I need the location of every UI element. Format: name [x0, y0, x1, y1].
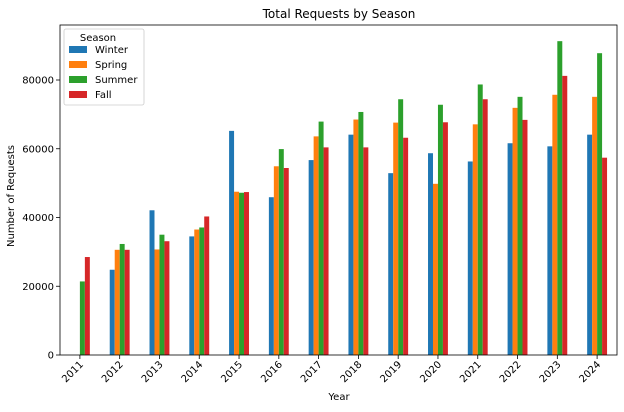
bar-summer-2017	[318, 121, 324, 355]
plot-area: 0 20000 40000 60000 80000 2011 2012 2013 2014 201…	[22, 24, 618, 385]
bar-winter-2017	[308, 160, 314, 355]
x-tick-label: 2022	[498, 359, 524, 385]
bar-spring-2020	[432, 183, 438, 355]
chart-title: Total Requests by Season	[262, 7, 416, 21]
series-spring	[114, 94, 598, 356]
y-tick-label: 80000	[22, 76, 54, 87]
bar-summer-2021	[477, 84, 483, 355]
legend-title: Season	[80, 33, 116, 44]
x-tick-label: 2011	[60, 359, 86, 385]
bar-summer-2011	[79, 281, 85, 355]
bar-winter-2015	[229, 130, 235, 356]
bar-spring-2016	[273, 166, 279, 355]
bar-spring-2015	[234, 191, 240, 355]
series-summer	[79, 41, 603, 355]
bar-fall-2019	[403, 137, 409, 355]
y-tick-label: 60000	[22, 144, 54, 155]
x-tick-label: 2024	[577, 359, 603, 385]
bar-spring-2022	[512, 107, 518, 355]
bar-winter-2018	[348, 134, 354, 355]
bar-summer-2016	[278, 149, 284, 355]
bar-spring-2021	[472, 124, 478, 355]
bar-fall-2012	[124, 249, 130, 355]
bar-fall-2016	[283, 168, 289, 355]
x-tick-label: 2017	[299, 359, 325, 385]
x-tick-label: 2014	[180, 359, 206, 385]
bar-spring-2024	[592, 96, 598, 355]
bar-summer-2019	[398, 99, 404, 355]
bar-winter-2024	[587, 134, 593, 355]
bar-winter-2014	[189, 236, 195, 355]
x-tick-label: 2018	[339, 359, 365, 385]
bar-spring-2019	[393, 122, 399, 356]
bar-winter-2023	[547, 146, 553, 355]
bar-fall-2011	[84, 257, 90, 355]
bar-summer-2014	[199, 227, 205, 355]
x-tick-label: 2020	[418, 359, 444, 385]
bar-summer-2024	[597, 53, 603, 355]
x-tick-label: 2019	[379, 359, 405, 385]
series-fall	[84, 75, 608, 356]
x-tick-label: 2016	[259, 359, 285, 385]
x-tick-label: 2021	[458, 359, 484, 385]
bar-fall-2014	[204, 216, 210, 355]
legend-swatch-fall	[69, 91, 87, 98]
bar-summer-2018	[358, 111, 364, 355]
legend-swatch-spring	[69, 61, 87, 68]
legend-label-summer: Summer	[95, 75, 138, 86]
bar-fall-2015	[244, 192, 249, 355]
bar-winter-2020	[428, 153, 433, 355]
bar-winter-2013	[149, 210, 155, 355]
x-tick-label: 2023	[538, 359, 564, 385]
legend-swatch-winter	[69, 46, 87, 53]
bar-summer-2013	[159, 234, 165, 355]
bar-winter-2012	[109, 269, 115, 355]
legend-label-fall: Fall	[95, 90, 112, 101]
bar-fall-2024	[602, 157, 608, 355]
bar-spring-2012	[114, 249, 120, 355]
bar-winter-2016	[268, 197, 274, 355]
bar-spring-2017	[313, 136, 319, 356]
x-tick-label: 2015	[219, 359, 245, 385]
bar-winter-2022	[507, 143, 513, 355]
bar-spring-2013	[154, 249, 160, 355]
plot-frame	[59, 24, 618, 356]
bar-summer-2015	[239, 192, 245, 355]
bar-summer-2012	[119, 243, 125, 355]
series-winter	[109, 130, 593, 356]
bar-summer-2023	[557, 41, 563, 355]
legend-label-winter: Winter	[95, 45, 129, 56]
bar-spring-2014	[194, 229, 200, 355]
y-tick-label: 40000	[22, 213, 54, 224]
x-tick-label: 2013	[140, 359, 166, 385]
y-tick-label: 0	[48, 351, 54, 362]
bar-fall-2021	[482, 99, 488, 355]
legend-label-spring: Spring	[95, 60, 127, 71]
bar-spring-2023	[552, 94, 558, 355]
bar-spring-2018	[353, 119, 359, 355]
bar-fall-2018	[363, 147, 369, 356]
x-tick-label: 2012	[100, 359, 126, 385]
bar-summer-2022	[517, 96, 523, 355]
x-axis-label: Year	[327, 392, 350, 403]
bar-fall-2017	[323, 147, 329, 356]
y-axis-label: Number of Requests	[6, 145, 17, 247]
y-tick-label: 20000	[22, 282, 54, 293]
bar-winter-2021	[467, 161, 473, 355]
bar-fall-2022	[522, 119, 528, 356]
bar-fall-2023	[562, 75, 568, 356]
legend-swatch-summer	[69, 76, 87, 83]
bar-fall-2013	[164, 241, 170, 355]
bar-winter-2019	[388, 173, 394, 355]
bar-fall-2020	[442, 122, 448, 355]
bar-summer-2020	[437, 104, 443, 355]
